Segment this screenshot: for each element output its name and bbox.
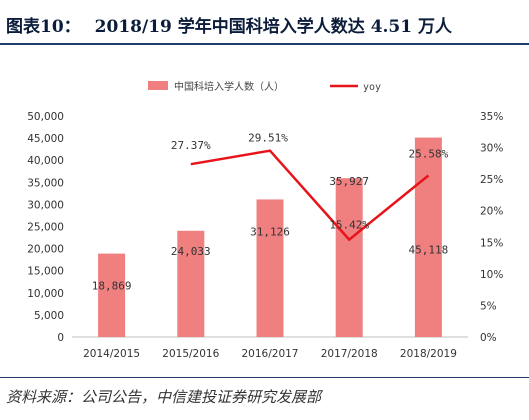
bar-data-label: 35,927 (329, 175, 369, 188)
y-right-tick-label: 5% (480, 300, 497, 312)
yoy-data-label: 15.42% (329, 219, 369, 232)
source-note: 资料来源：公司公告，中信建投证券研究发展部 (6, 388, 322, 406)
x-tick-label: 2015/2016 (162, 348, 219, 360)
yoy-data-label: 27.37% (171, 139, 211, 152)
y-right-tick-label: 15% (480, 237, 503, 249)
y-left-tick-label: 0 (57, 332, 64, 344)
x-tick-label: 2016/2017 (242, 348, 299, 360)
y-left-tick-label: 40,000 (27, 155, 64, 167)
x-tick-label: 2014/2015 (83, 348, 140, 360)
y-left-tick-label: 50,000 (27, 111, 64, 123)
y-right-tick-label: 10% (480, 269, 503, 281)
yoy-data-label: 25.58% (409, 147, 449, 160)
y-left-tick-label: 30,000 (27, 199, 64, 211)
y-left-tick-label: 35,000 (27, 177, 64, 189)
bar-data-label: 31,126 (250, 225, 290, 238)
yoy-data-label: 29.51% (248, 132, 288, 145)
y-left-tick-label: 10,000 (27, 288, 64, 300)
figure-title-text: 2018/19 学年中国科培入学人数达 4.51 万人 (94, 17, 453, 37)
enrollment-chart: 中国科培入学人数（人） yoy 0 5,000 10,000 15,000 20,000 25… (27, 80, 503, 360)
y-left-tick-label: 15,000 (27, 266, 64, 278)
y-right-tick-label: 30% (480, 143, 503, 155)
y-left-tick-label: 45,000 (27, 133, 64, 145)
footer-rule (0, 377, 529, 378)
bar-2016/2017 (256, 199, 284, 337)
bar-data-label: 18,869 (92, 280, 132, 293)
figure-label: 图表10： (6, 17, 81, 37)
header-rule (0, 43, 529, 45)
yoy-line (190, 149, 430, 242)
y-right-tick-label: 25% (480, 174, 503, 186)
figure-title: 图表10： 2018/19 学年中国科培入学人数达 4.51 万人 (6, 12, 452, 37)
bar-2018/2019 (414, 137, 442, 337)
x-tick-label: 2018/2019 (400, 348, 457, 360)
legend-swatch-enrollment (148, 81, 168, 90)
legend-label-enrollment: 中国科培入学人数（人） (174, 80, 284, 93)
bar-data-label: 45,118 (409, 244, 449, 257)
x-tick-label: 2017/2018 (321, 348, 378, 360)
y-right-tick-label: 35% (480, 111, 503, 123)
y-left-tick-label: 5,000 (34, 310, 64, 322)
bar-2017/2018 (335, 178, 363, 337)
y-left-tick-label: 25,000 (27, 222, 64, 234)
y-left-tick-label: 20,000 (27, 244, 64, 256)
bar-data-label: 24,033 (171, 245, 211, 258)
bar-2014/2015 (98, 253, 126, 337)
figure-header: 图表10： 2018/19 学年中国科培入学人数达 4.51 万人 (0, 0, 529, 44)
y-right-tick-label: 0% (480, 332, 497, 344)
legend-label-yoy: yoy (363, 82, 381, 93)
bar-2015/2016 (177, 230, 205, 337)
y-right-tick-label: 20% (480, 206, 503, 218)
